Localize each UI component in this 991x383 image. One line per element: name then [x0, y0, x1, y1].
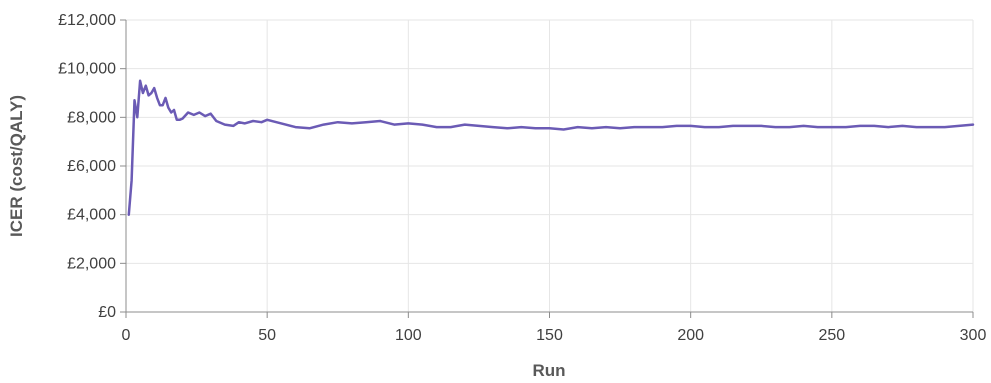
x-tick-label: 200 — [677, 327, 704, 344]
x-tick-label: 0 — [122, 327, 131, 344]
y-tick-label: £8,000 — [67, 109, 116, 126]
x-tick-label: 100 — [395, 327, 422, 344]
y-tick-label: £6,000 — [67, 158, 116, 175]
axes — [120, 19, 974, 318]
y-tick-label: £12,000 — [58, 12, 116, 29]
x-tick-label: 50 — [258, 327, 276, 344]
x-axis-title: Run — [532, 361, 565, 380]
y-tick-labels: £0 £2,000 £4,000 £6,000 £8,000 £10,000 £12,000 — [58, 12, 116, 321]
x-tick-labels: 0 50 100 150 200 250 300 — [122, 327, 987, 344]
y-tick-label: £0 — [98, 304, 116, 321]
series-line — [127, 79, 975, 216]
x-tick-label: 150 — [536, 327, 563, 344]
y-tick-label: £4,000 — [67, 207, 116, 224]
gridlines — [126, 19, 974, 312]
x-tick-label: 250 — [818, 327, 845, 344]
y-axis-title: ICER (cost/QALY) — [7, 95, 26, 237]
y-tick-label: £10,000 — [58, 61, 116, 78]
y-tick-label: £2,000 — [67, 255, 116, 272]
x-tick-label: 300 — [960, 327, 987, 344]
series-layer — [127, 79, 975, 216]
